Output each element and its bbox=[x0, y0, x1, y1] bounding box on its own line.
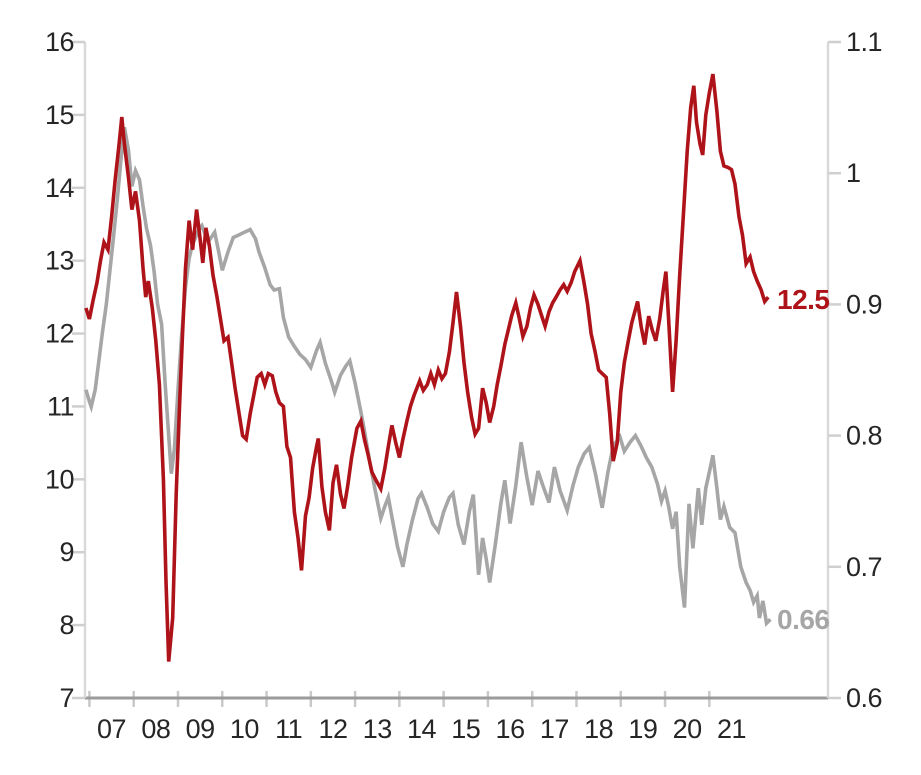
x-axis-tick-label: 08 bbox=[141, 714, 170, 744]
y-left-tick-label: 7 bbox=[59, 683, 74, 713]
y-left-tick-label: 14 bbox=[45, 173, 75, 203]
x-axis-tick-label: 16 bbox=[496, 714, 525, 744]
y-right-tick-label: 1 bbox=[846, 158, 861, 188]
x-axis-tick-label: 11 bbox=[275, 714, 302, 744]
y-right-tick-label: 0.6 bbox=[846, 683, 882, 713]
gray-series-line bbox=[84, 126, 772, 627]
y-left-tick-label: 9 bbox=[59, 537, 74, 567]
x-axis-tick-label: 14 bbox=[407, 714, 437, 744]
x-axis-tick-label: 07 bbox=[97, 714, 126, 744]
x-axis-tick-label: 19 bbox=[628, 714, 657, 744]
x-axis-tick-label: 18 bbox=[584, 714, 613, 744]
y-right-tick-label: 0.9 bbox=[846, 289, 882, 319]
x-axis-tick-label: 15 bbox=[451, 714, 480, 744]
x-axis-tick-label: 17 bbox=[540, 714, 569, 744]
gray-series-end-value-label: 0.66 bbox=[777, 604, 830, 635]
x-axis-tick-label: 21 bbox=[717, 714, 746, 744]
y-right-tick-label: 0.8 bbox=[846, 421, 882, 451]
y-left-tick-label: 10 bbox=[45, 464, 74, 494]
x-axis-tick-label: 10 bbox=[230, 714, 259, 744]
red-series-line bbox=[84, 73, 770, 662]
x-axis-tick-label: 13 bbox=[363, 714, 392, 744]
x-axis-tick-label: 12 bbox=[318, 714, 347, 744]
y-left-tick-label: 12 bbox=[45, 319, 74, 349]
y-left-tick-label: 16 bbox=[45, 27, 74, 57]
y-left-tick-label: 11 bbox=[47, 391, 74, 421]
red-series-end-value-label: 12.5 bbox=[777, 284, 830, 315]
x-axis-tick-label: 09 bbox=[186, 714, 215, 744]
x-axis-tick-label: 20 bbox=[673, 714, 702, 744]
y-left-tick-label: 13 bbox=[45, 246, 74, 276]
y-left-tick-label: 8 bbox=[59, 610, 74, 640]
y-right-tick-label: 0.7 bbox=[846, 552, 882, 582]
y-right-tick-label: 1.1 bbox=[846, 27, 882, 57]
y-left-tick-label: 15 bbox=[45, 100, 74, 130]
